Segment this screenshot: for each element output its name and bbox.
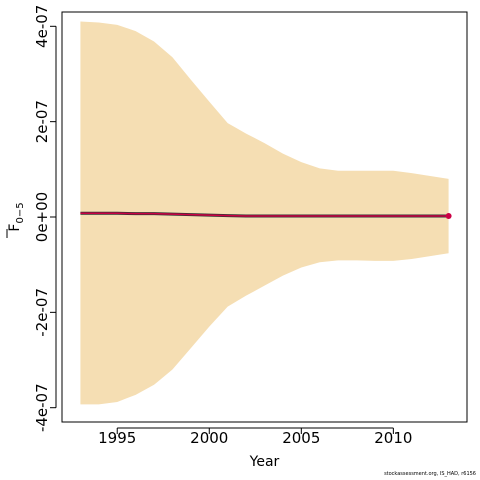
y-tick-label: 4e-07	[33, 5, 51, 48]
y-axis: -4e-07 -2e-07 0e+00 2e-07 4e-07	[33, 5, 57, 432]
svg-text:F0−5: F0−5	[7, 202, 26, 231]
x-tick-label: 1995	[98, 429, 136, 447]
x-tick-label: 2010	[374, 429, 412, 447]
footnote: stockassessment.org, IS_HAD, r6156	[384, 471, 476, 477]
y-tick-label: -2e-07	[33, 288, 51, 337]
estimate-line	[80, 212, 449, 217]
x-tick-label: 2000	[190, 429, 228, 447]
plot-frame	[61, 11, 468, 423]
y-tick-label: -4e-07	[33, 383, 51, 432]
y-axis-title: F0−5	[6, 202, 26, 238]
last-estimate-point	[445, 213, 452, 220]
y-tick-label: 2e-07	[33, 100, 51, 143]
x-axis-title: Year	[249, 454, 280, 470]
x-tick-label: 2005	[282, 429, 320, 447]
confidence-band	[80, 21, 449, 405]
y-axis-title-main: F	[7, 224, 23, 232]
y-tick-label: 0e+00	[33, 192, 51, 242]
y-axis-title-sub: 0−5	[15, 202, 26, 223]
x-axis: 1995 2000 2005 2010	[98, 427, 412, 447]
